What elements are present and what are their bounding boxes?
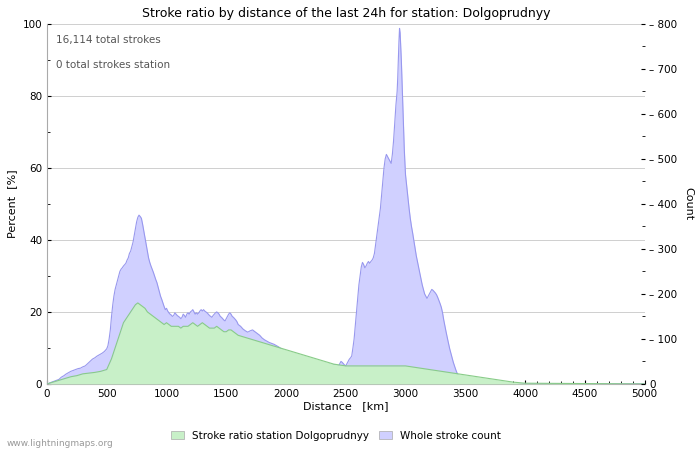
Y-axis label: Count: Count: [683, 187, 693, 220]
Text: 16,114 total strokes: 16,114 total strokes: [56, 35, 161, 45]
X-axis label: Distance   [km]: Distance [km]: [303, 401, 389, 412]
Legend: Stroke ratio station Dolgoprudnyy, Whole stroke count: Stroke ratio station Dolgoprudnyy, Whole…: [167, 427, 505, 445]
Text: www.lightningmaps.org: www.lightningmaps.org: [7, 439, 113, 448]
Y-axis label: Percent  [%]: Percent [%]: [7, 170, 17, 238]
Text: 0 total strokes station: 0 total strokes station: [56, 60, 170, 70]
Title: Stroke ratio by distance of the last 24h for station: Dolgoprudnyy: Stroke ratio by distance of the last 24h…: [141, 7, 550, 20]
